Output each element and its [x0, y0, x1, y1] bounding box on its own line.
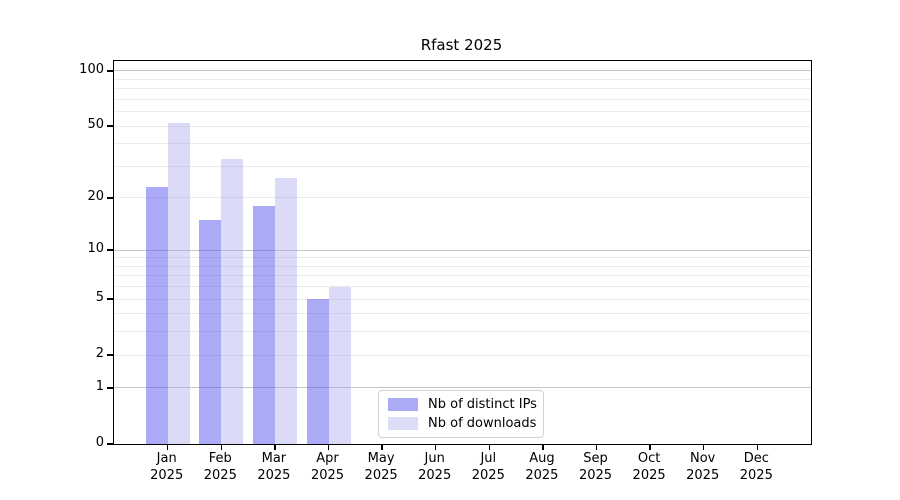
x-label-aug: Aug 2025: [525, 451, 559, 483]
x-tick-feb: [220, 444, 223, 450]
gridline-minor-60: [114, 111, 811, 113]
y-label-0: 0: [95, 435, 104, 450]
legend-item-downloads: Nb of downloads: [388, 416, 537, 431]
gridline-major-1: [114, 387, 811, 389]
x-tick-jun: [434, 444, 437, 450]
x-label-jan: Jan 2025: [150, 451, 184, 483]
legend-item-distinct-ips: Nb of distinct IPs: [388, 397, 537, 412]
gridline-minor-20: [114, 197, 811, 199]
gridline-minor-6: [114, 286, 811, 288]
x-label-jul: Jul 2025: [471, 451, 505, 483]
gridline-minor-90: [114, 78, 811, 80]
gridline-minor-9: [114, 257, 811, 259]
y-label-1: 1: [95, 378, 104, 394]
gridline-minor-80: [114, 88, 811, 90]
y-tick-0: [106, 443, 113, 445]
bar-distinct-ips-feb: [199, 219, 222, 444]
x-tick-dec: [756, 444, 759, 450]
x-label-nov: Nov 2025: [686, 451, 720, 483]
x-label-mar: Mar 2025: [257, 451, 291, 483]
gridline-minor-70: [114, 98, 811, 100]
bar-downloads-jan: [167, 123, 190, 444]
legend-label-downloads: Nb of downloads: [428, 416, 537, 431]
gridline-minor-5: [114, 298, 811, 300]
legend-swatch-distinct-ips: [388, 398, 418, 411]
y-label-10: 10: [87, 241, 104, 257]
legend: Nb of distinct IPs Nb of downloads: [378, 390, 544, 438]
gridline-minor-8: [114, 265, 811, 267]
gridline-major-10: [114, 249, 811, 251]
y-label-20: 20: [87, 188, 104, 204]
y-tick-1: [106, 387, 113, 389]
y-tick-100: [106, 70, 113, 72]
legend-swatch-downloads: [388, 417, 418, 430]
gridline-minor-7: [114, 275, 811, 277]
y-label-5: 5: [95, 290, 104, 306]
y-tick-20: [106, 197, 113, 199]
gridline-minor-3: [114, 331, 811, 333]
y-label-2: 2: [95, 346, 104, 362]
x-label-apr: Apr 2025: [310, 451, 345, 483]
gridline-minor-4: [114, 313, 811, 315]
y-tick-50: [106, 125, 113, 127]
gridline-minor-2: [114, 354, 811, 356]
x-label-sep: Sep 2025: [578, 451, 613, 483]
bar-downloads-mar: [274, 177, 297, 444]
bar-distinct-ips-apr: [306, 299, 329, 444]
x-tick-nov: [702, 444, 705, 450]
x-label-may: May 2025: [364, 451, 398, 483]
gridline-major-100: [114, 70, 811, 72]
x-tick-apr: [327, 444, 330, 450]
y-tick-5: [106, 298, 113, 300]
x-tick-jul: [488, 444, 491, 450]
legend-label-distinct-ips: Nb of distinct IPs: [428, 397, 537, 412]
y-label-100: 100: [79, 61, 104, 77]
x-tick-sep: [595, 444, 598, 450]
x-tick-jan: [166, 444, 169, 450]
x-tick-mar: [274, 444, 276, 450]
gridline-minor-30: [114, 165, 811, 167]
chart-title: Rfast 2025: [420, 36, 503, 54]
bar-downloads-feb: [221, 158, 244, 444]
plot-area: [106, 60, 812, 450]
x-tick-may: [381, 444, 383, 450]
x-tick-oct: [649, 444, 651, 450]
x-label-dec: Dec 2025: [739, 451, 773, 483]
x-label-jun: Jun 2025: [418, 451, 452, 483]
y-tick-2: [106, 354, 113, 356]
y-label-50: 50: [87, 117, 104, 133]
bar-distinct-ips-mar: [252, 206, 275, 444]
gridline-minor-50: [114, 125, 811, 127]
y-tick-10: [106, 249, 113, 251]
x-label-oct: Oct 2025: [632, 451, 666, 483]
x-tick-aug: [542, 444, 544, 450]
bar-downloads-apr: [328, 286, 351, 444]
gridline-minor-40: [114, 143, 811, 145]
bar-distinct-ips-jan: [145, 187, 168, 444]
x-label-feb: Feb 2025: [203, 451, 237, 483]
